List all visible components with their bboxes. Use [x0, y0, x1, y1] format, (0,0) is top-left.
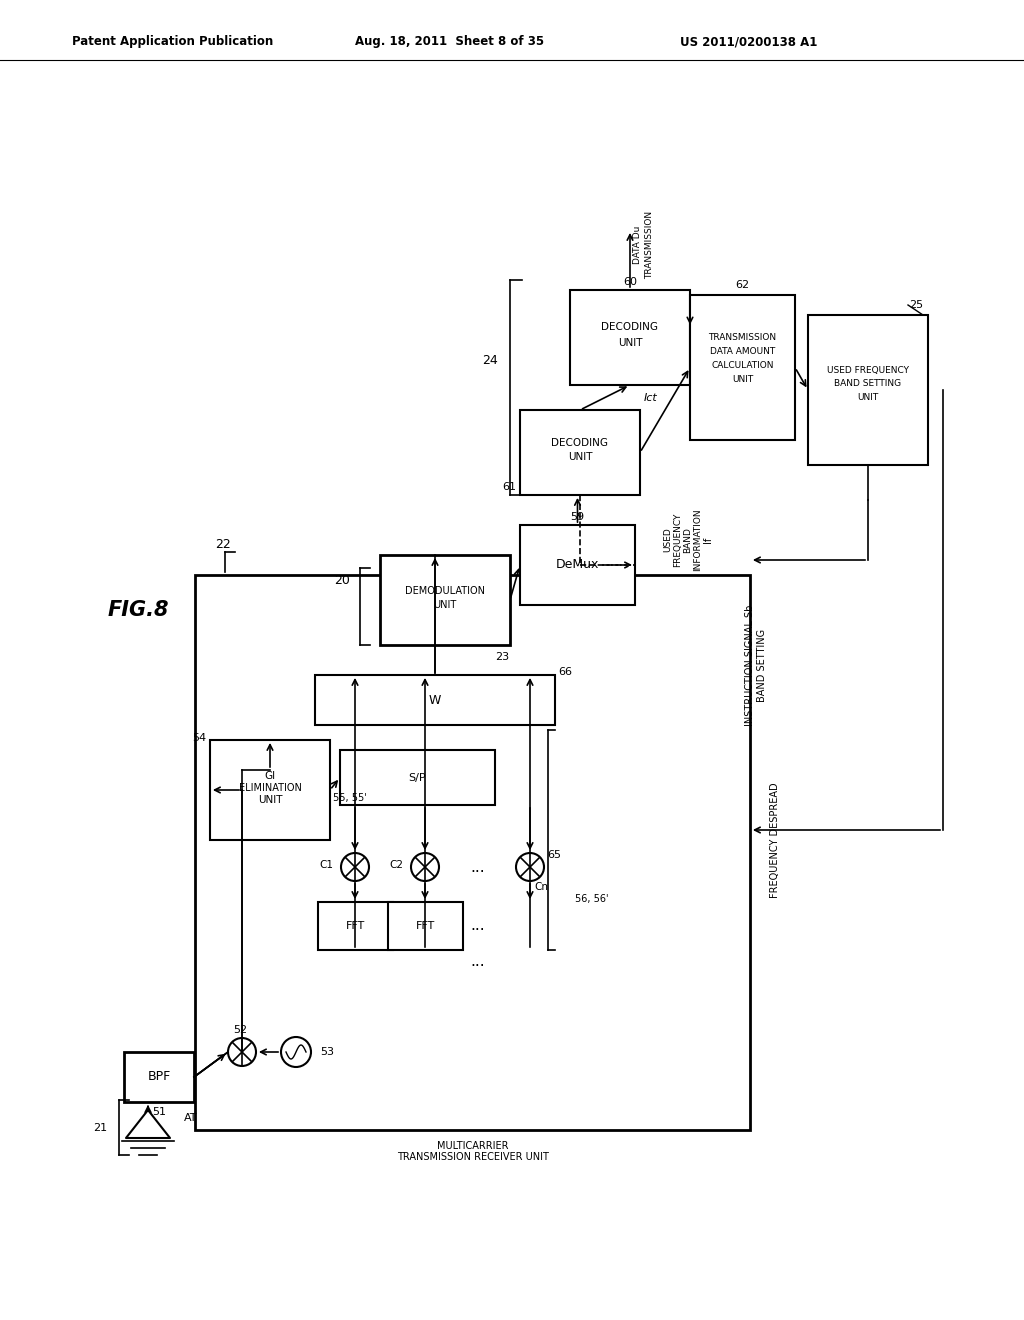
Text: UNIT: UNIT: [857, 393, 879, 403]
Text: FFT: FFT: [416, 921, 435, 931]
Text: DECODING: DECODING: [552, 437, 608, 447]
FancyBboxPatch shape: [210, 741, 330, 840]
FancyBboxPatch shape: [380, 554, 510, 645]
Text: FFT: FFT: [346, 921, 366, 931]
Text: CALCULATION: CALCULATION: [712, 360, 774, 370]
Text: INSTRUCTION SIGNAL Sb: INSTRUCTION SIGNAL Sb: [745, 605, 755, 726]
Text: Cn: Cn: [534, 882, 548, 892]
Text: Ict: Ict: [644, 393, 657, 403]
Text: US 2011/0200138 A1: US 2011/0200138 A1: [680, 36, 817, 49]
Text: 51: 51: [152, 1107, 166, 1117]
Text: UNIT: UNIT: [258, 795, 283, 805]
Text: 23: 23: [495, 652, 509, 663]
Text: DATA AMOUNT: DATA AMOUNT: [710, 347, 775, 356]
Text: 53: 53: [319, 1047, 334, 1057]
Text: TRANSMISSION RECEIVER UNIT: TRANSMISSION RECEIVER UNIT: [396, 1152, 549, 1162]
Text: C1: C1: [319, 861, 333, 870]
Text: 24: 24: [482, 354, 498, 367]
Text: MULTICARRIER: MULTICARRIER: [437, 1140, 508, 1151]
Text: UNIT: UNIT: [617, 338, 642, 347]
FancyBboxPatch shape: [570, 290, 690, 385]
Text: 62: 62: [735, 280, 750, 290]
Text: DATA Du: DATA Du: [634, 226, 642, 264]
FancyBboxPatch shape: [124, 1052, 194, 1102]
Text: UNIT: UNIT: [732, 375, 753, 384]
FancyBboxPatch shape: [315, 675, 555, 725]
Text: DECODING: DECODING: [601, 322, 658, 333]
Text: 54: 54: [191, 733, 206, 743]
Text: BAND SETTING: BAND SETTING: [835, 380, 901, 388]
FancyBboxPatch shape: [690, 294, 795, 440]
Text: 52: 52: [232, 1026, 247, 1035]
Text: ...: ...: [471, 919, 485, 933]
FancyBboxPatch shape: [195, 576, 750, 1130]
Text: ...: ...: [471, 954, 485, 969]
Text: BAND SETTING: BAND SETTING: [757, 628, 767, 701]
Text: UNIT: UNIT: [433, 601, 457, 610]
Text: 56, 56': 56, 56': [575, 894, 608, 904]
Text: USED: USED: [664, 528, 673, 552]
Text: DEMODULATION: DEMODULATION: [406, 586, 485, 597]
Text: AT: AT: [184, 1113, 198, 1123]
Text: W: W: [429, 693, 441, 706]
Text: C2: C2: [389, 861, 403, 870]
Text: UNIT: UNIT: [567, 453, 592, 462]
Text: 20: 20: [334, 573, 350, 586]
FancyBboxPatch shape: [808, 315, 928, 465]
Text: ELIMINATION: ELIMINATION: [239, 783, 301, 793]
Text: FREQUENCY DESPREAD: FREQUENCY DESPREAD: [770, 783, 780, 898]
FancyBboxPatch shape: [520, 411, 640, 495]
Text: TRANSMISSION: TRANSMISSION: [645, 211, 654, 279]
FancyBboxPatch shape: [318, 902, 393, 950]
Text: 59: 59: [570, 512, 585, 521]
Text: FIG.8: FIG.8: [108, 601, 170, 620]
Text: S/P: S/P: [409, 772, 426, 783]
FancyBboxPatch shape: [520, 525, 635, 605]
Text: ...: ...: [470, 859, 484, 874]
Text: Patent Application Publication: Patent Application Publication: [72, 36, 273, 49]
Text: 61: 61: [502, 482, 516, 492]
FancyBboxPatch shape: [340, 750, 495, 805]
Text: TRANSMISSION: TRANSMISSION: [709, 333, 776, 342]
Text: BPF: BPF: [147, 1071, 171, 1084]
Text: 22: 22: [215, 539, 230, 552]
Text: 60: 60: [623, 277, 637, 286]
Text: BAND: BAND: [683, 527, 692, 553]
FancyBboxPatch shape: [388, 902, 463, 950]
Text: 21: 21: [93, 1123, 106, 1133]
Text: 65: 65: [547, 850, 561, 861]
Text: GI: GI: [264, 771, 275, 781]
Text: DeMux: DeMux: [556, 558, 599, 572]
Text: Aug. 18, 2011  Sheet 8 of 35: Aug. 18, 2011 Sheet 8 of 35: [355, 36, 544, 49]
Text: 66: 66: [558, 667, 572, 677]
Text: USED FREQUENCY: USED FREQUENCY: [827, 366, 909, 375]
Text: INFORMATION: INFORMATION: [693, 508, 702, 572]
Text: 55, 55': 55, 55': [333, 793, 367, 803]
Text: If: If: [703, 537, 713, 543]
Text: 25: 25: [909, 300, 923, 310]
Text: FREQUENCY: FREQUENCY: [674, 512, 683, 568]
